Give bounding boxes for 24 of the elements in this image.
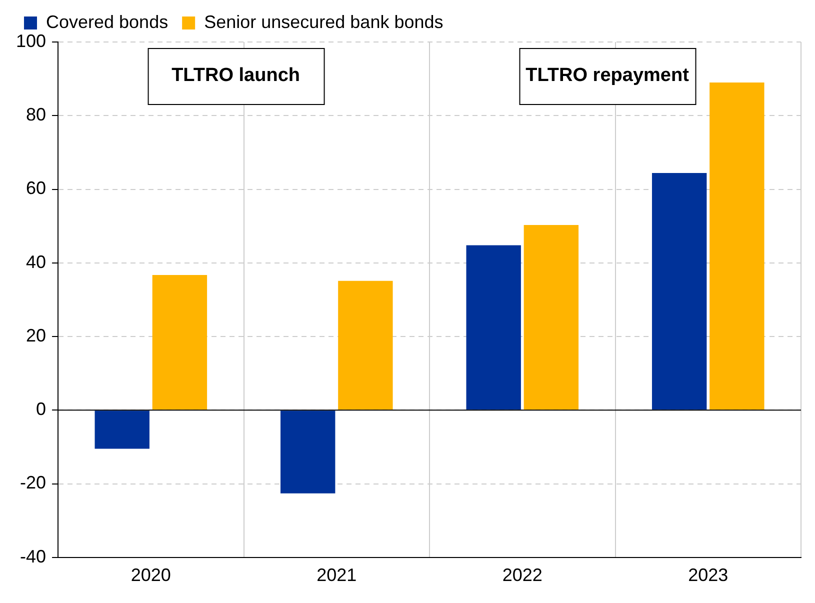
bar <box>524 224 579 410</box>
bar <box>652 173 707 410</box>
x-tick-label: 2021 <box>316 565 357 586</box>
legend-label: Covered bonds <box>46 12 168 32</box>
x-tick-label: 2020 <box>130 565 171 586</box>
bar <box>710 82 764 410</box>
y-tick-label: -20 <box>20 472 46 493</box>
y-tick-label: 40 <box>26 252 46 272</box>
x-tick-label: 2023 <box>688 565 728 586</box>
bar <box>466 245 521 410</box>
bar <box>338 280 393 410</box>
y-tick-label: -40 <box>20 546 46 566</box>
bar <box>94 410 150 449</box>
legend-label: Senior unsecured bank bonds <box>204 12 444 32</box>
y-tick-label: 20 <box>26 325 46 346</box>
y-tick-label: 0 <box>36 399 46 420</box>
annotation: TLTRO launch <box>172 65 300 86</box>
bar <box>280 410 336 494</box>
y-tick-label: 100 <box>16 30 46 51</box>
y-tick-label: 60 <box>26 178 46 198</box>
bar <box>152 275 208 410</box>
annotation: TLTRO repayment <box>526 65 690 86</box>
x-tick-label: 2022 <box>502 565 542 586</box>
y-tick-label: 80 <box>26 104 46 125</box>
